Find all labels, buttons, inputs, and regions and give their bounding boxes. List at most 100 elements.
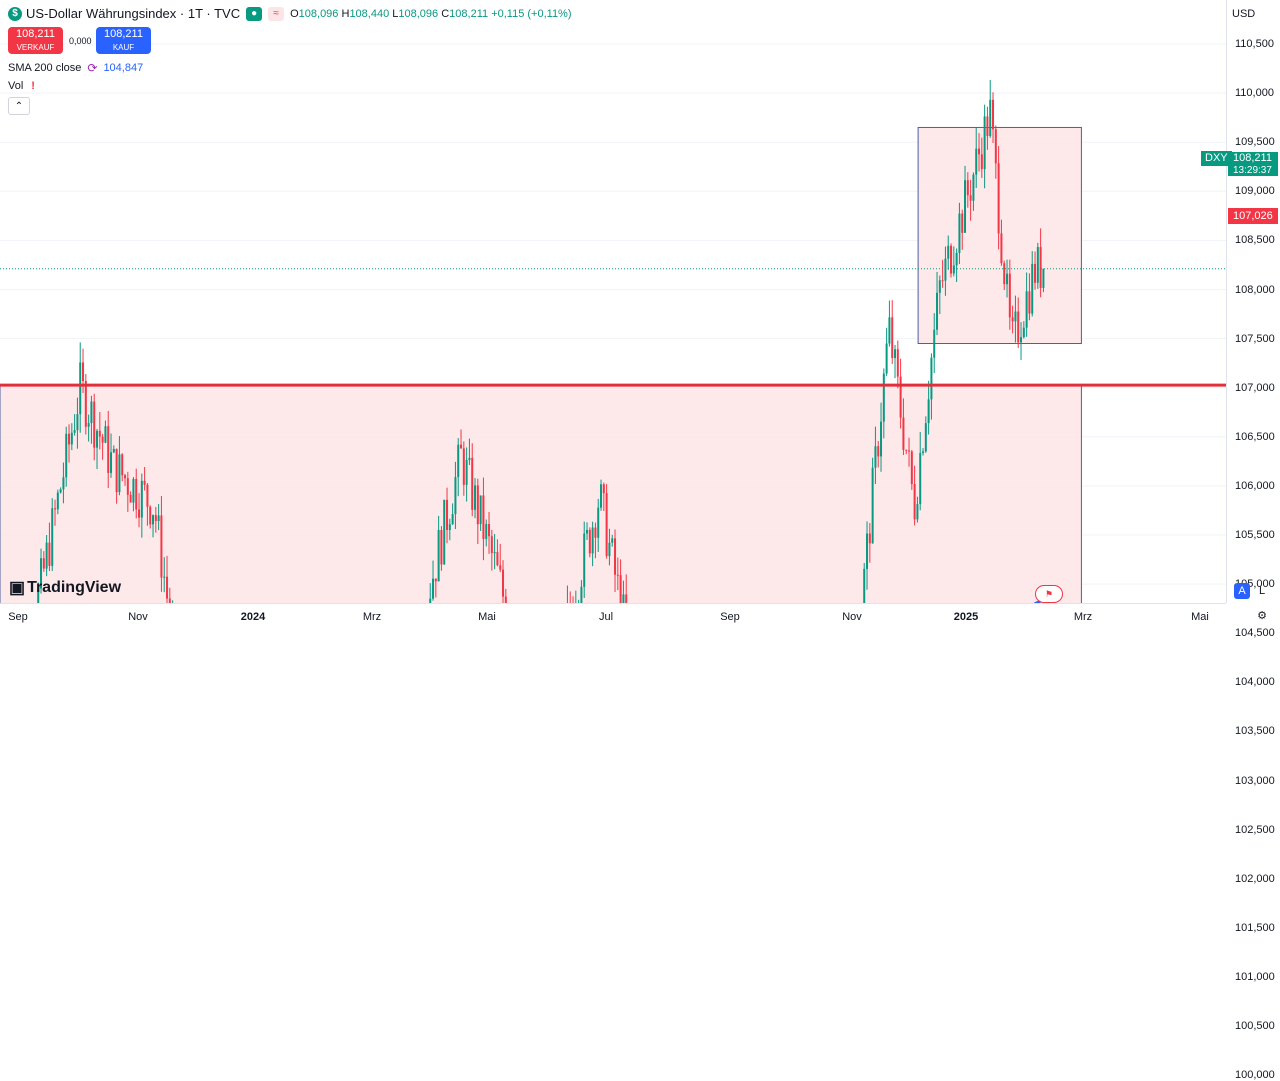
candle-up: [947, 245, 950, 259]
candle-down: [146, 484, 149, 507]
candle-down: [121, 454, 124, 476]
candle-up: [919, 452, 922, 505]
price-tick-label: 100,000: [1235, 1069, 1275, 1081]
candle-down: [496, 552, 499, 566]
candle-up: [1036, 247, 1039, 283]
buy-button[interactable]: 108,211 KAUF: [96, 27, 151, 54]
ohlc-close-value: 108,211: [449, 7, 489, 20]
candle-down: [950, 245, 953, 274]
collapse-legend-button[interactable]: ⌃: [8, 97, 30, 115]
candle-up: [927, 399, 930, 424]
candle-down: [969, 195, 972, 201]
candle-down: [476, 485, 479, 525]
settings-gear-icon[interactable]: ⚙: [1257, 609, 1267, 622]
price-chart[interactable]: [0, 0, 1226, 603]
candle-up: [955, 252, 958, 266]
candle-up: [443, 499, 446, 565]
symbol-legend: $ US-Dollar Währungsindex · 1T · TVC ● ≈…: [8, 6, 572, 21]
price-tick-label: 105,500: [1235, 529, 1275, 541]
market-open-icon[interactable]: ●: [246, 6, 263, 21]
candle-down: [986, 116, 989, 136]
candle-down: [138, 509, 141, 518]
candle-up: [591, 527, 594, 554]
currency-selector[interactable]: USD: [1232, 8, 1256, 20]
level-price-tag: 107,026: [1228, 208, 1278, 224]
candle-down: [160, 515, 163, 578]
last-price-value: 108,211: [1233, 152, 1272, 164]
candle-down: [124, 475, 127, 479]
time-tick-label: Mrz: [1073, 611, 1093, 623]
candle-down: [994, 129, 997, 164]
price-tick-label: 102,500: [1235, 823, 1275, 836]
candle-down: [868, 533, 871, 544]
candle-down: [93, 401, 96, 448]
sma-legend[interactable]: SMA 200 close ⟳ 104,847: [8, 61, 143, 75]
time-tick-label: Sep: [8, 611, 28, 623]
candle-up: [140, 480, 143, 518]
candle-up: [882, 373, 885, 422]
buy-label: KAUF: [112, 43, 135, 52]
tradingview-mark-icon: ▣: [9, 578, 25, 597]
candle-down: [168, 598, 171, 603]
symbol-line-label: DXY: [1201, 151, 1232, 166]
candle-up: [56, 492, 59, 510]
price-tick-label: 104,000: [1235, 676, 1275, 689]
ohlc-values: O108,096 H108,440 L108,096 C108,211 +0,1…: [290, 8, 571, 20]
candle-down: [135, 478, 138, 510]
price-axis[interactable]: USD 110,500 110,000 109,500 109,000 108,500 1…: [1226, 0, 1280, 1081]
candle-up: [451, 514, 454, 525]
log-scale-button[interactable]: L: [1258, 585, 1266, 597]
ohlc-high-key: H: [341, 7, 350, 20]
sell-button[interactable]: 108,211 VERKAUF: [8, 27, 63, 54]
auto-scale-button[interactable]: A: [1234, 583, 1250, 599]
time-tick-label: Nov: [842, 611, 862, 623]
candle-up: [70, 432, 73, 445]
price-tick-label: 106,500: [1235, 430, 1275, 443]
delayed-data-icon[interactable]: ≈: [268, 6, 285, 21]
candle-down: [1034, 263, 1037, 283]
candle-down: [446, 499, 449, 530]
candle-down: [877, 446, 880, 457]
candle-down: [471, 457, 474, 510]
candle-up: [1014, 311, 1017, 322]
candle-down: [440, 530, 443, 565]
ohlc-close-key: C: [441, 7, 450, 20]
price-tick-label: 106,000: [1235, 479, 1275, 492]
candle-down: [605, 493, 608, 557]
candle-down: [980, 154, 983, 170]
candle-down: [910, 451, 913, 484]
time-axis[interactable]: Sep Nov 2024 Mrz Mai Jul Sep Nov 2025 Mrz Mai: [0, 603, 1226, 630]
candle-down: [84, 381, 87, 427]
price-tick-label: 100,500: [1235, 1020, 1275, 1032]
price-change: +0,115 (+0,11%): [491, 7, 572, 20]
candle-down: [896, 349, 899, 377]
candle-up: [493, 552, 496, 554]
symbol-title[interactable]: US-Dollar Währungsindex · 1T · TVC: [26, 6, 241, 21]
candle-down: [482, 495, 485, 539]
candle-up: [597, 507, 600, 538]
candle-down: [499, 565, 502, 570]
candle-up: [448, 524, 451, 530]
ohlc-low-value: 108,096: [398, 7, 439, 20]
candle-up: [958, 213, 961, 253]
candle-down: [899, 376, 902, 418]
candle-up: [1031, 263, 1034, 314]
events-flag-icon[interactable]: ⚑: [1035, 585, 1063, 603]
chart-pane[interactable]: $ US-Dollar Währungsindex · 1T · TVC ● ≈…: [0, 0, 1226, 603]
candle-up: [975, 148, 978, 175]
volume-legend[interactable]: Vol !: [8, 80, 35, 92]
candle-up: [152, 515, 155, 525]
price-tick-label: 108,500: [1235, 234, 1275, 247]
candle-up: [96, 430, 99, 448]
candle-down: [166, 576, 169, 599]
candle-up: [608, 542, 611, 557]
candle-up: [989, 99, 992, 136]
warning-icon[interactable]: !: [31, 80, 35, 92]
tradingview-logo[interactable]: ▣ TradingView: [9, 578, 121, 598]
candle-down: [1000, 233, 1003, 264]
candle-down: [490, 536, 493, 554]
candle-down: [1008, 273, 1011, 318]
ohlc-open-value: 108,096: [298, 7, 339, 20]
candle-down: [98, 430, 101, 437]
volume-label: Vol: [8, 80, 24, 92]
